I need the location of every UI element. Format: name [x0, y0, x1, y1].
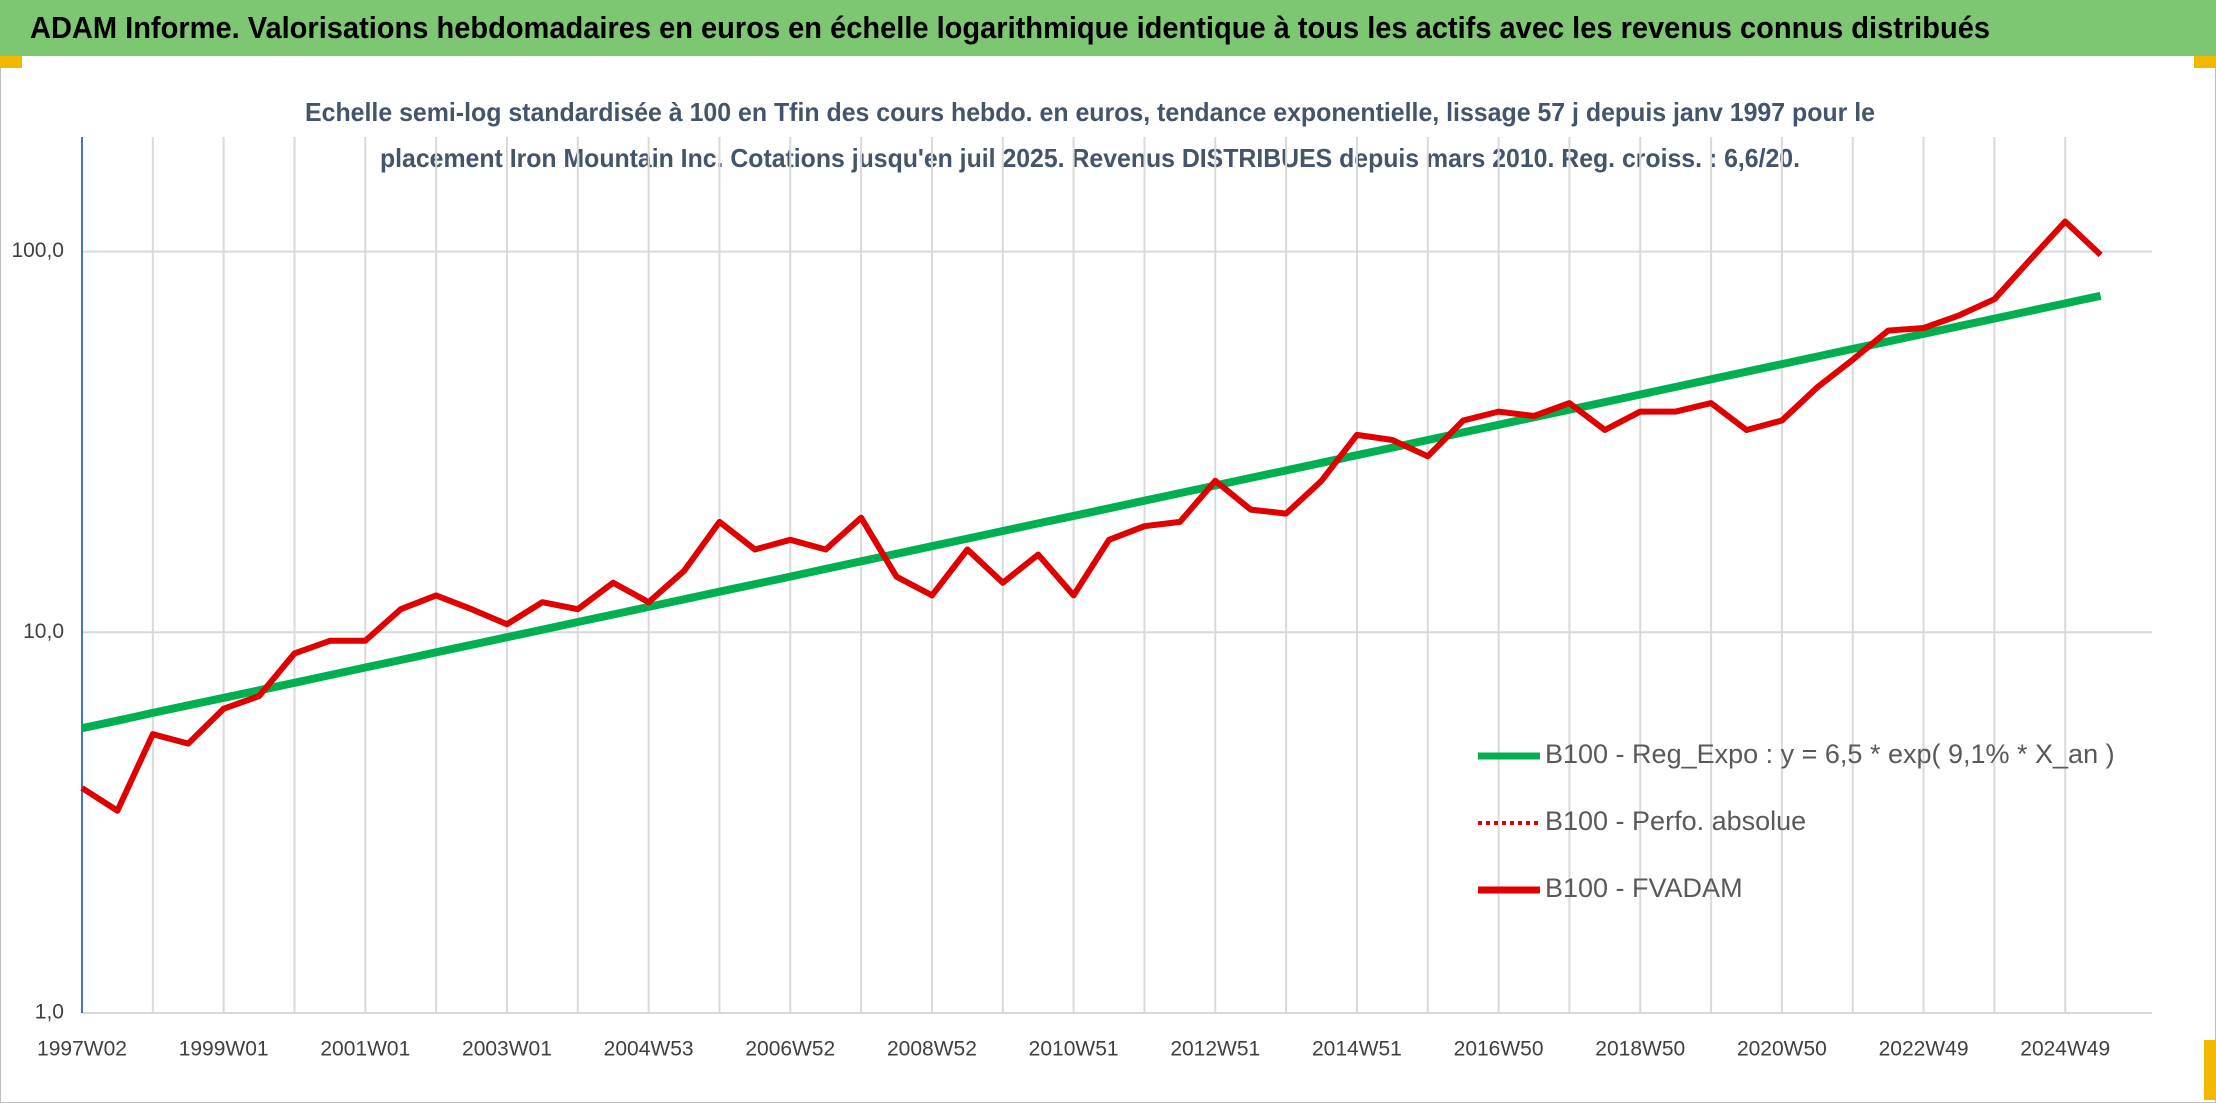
- x-tick-label: 2004W53: [604, 1038, 694, 1061]
- plot-area: [80, 218, 2103, 814]
- y-tick-label: 10,0: [23, 620, 64, 643]
- corner-mark: [2194, 56, 2216, 68]
- x-tick-label: 2018W50: [1595, 1038, 1685, 1061]
- series-line: [80, 218, 2103, 814]
- chart-subtitle: placement Iron Mountain Inc. Cotations j…: [380, 143, 1800, 173]
- grid: 1,0 10,0 100,0 1997W02 1999W01 2001W01 2003W01…: [11, 137, 2152, 1061]
- header-band: [0, 0, 2216, 56]
- x-tick-label: 2020W50: [1737, 1038, 1827, 1061]
- legend-label: B100 - Perfo. absolue: [1545, 806, 1806, 836]
- chart-title: ADAM Informe. Valorisations hebdomadaire…: [30, 10, 1990, 45]
- y-tick-label: 100,0: [11, 239, 64, 262]
- corner-mark: [0, 56, 22, 68]
- series-line: [81, 291, 2102, 733]
- x-tick-label: 2022W49: [1879, 1038, 1969, 1061]
- legend-label: B100 - FVADAM: [1545, 873, 1743, 903]
- x-tick-label: 2012W51: [1170, 1038, 1260, 1061]
- y-tick-label: 1,0: [35, 1001, 64, 1024]
- corner-mark: [2204, 1040, 2216, 1100]
- x-tick-label: 2010W51: [1029, 1038, 1119, 1061]
- legend-label: B100 - Reg_Expo : y = 6,5 * exp( 9,1% * …: [1545, 739, 2115, 769]
- x-tick-label: 1999W01: [179, 1038, 269, 1061]
- chart-subtitle: Echelle semi-log standardisée à 100 en T…: [305, 97, 1875, 127]
- x-tick-label: 2008W52: [887, 1038, 977, 1061]
- x-tick-label: 2006W52: [745, 1038, 835, 1061]
- x-tick-label: 2003W01: [462, 1038, 552, 1061]
- x-tick-label: 2024W49: [2020, 1038, 2110, 1061]
- legend: B100 - Reg_Expo : y = 6,5 * exp( 9,1% * …: [1478, 739, 2115, 903]
- x-tick-label: 2016W50: [1454, 1038, 1544, 1061]
- x-tick-label: 2001W01: [320, 1038, 410, 1061]
- x-tick-label: 1997W02: [37, 1038, 127, 1061]
- x-tick-label: 2014W51: [1312, 1038, 1402, 1061]
